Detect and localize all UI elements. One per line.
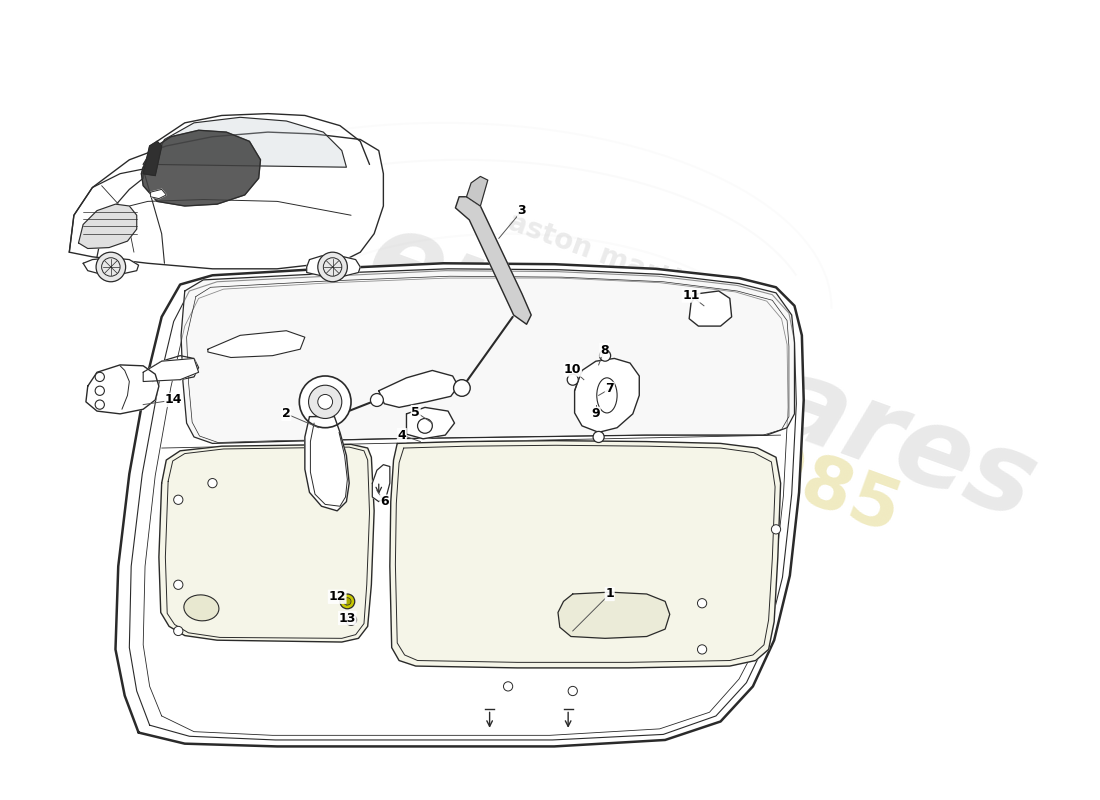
Circle shape [453,380,470,396]
Text: 10: 10 [564,363,582,376]
Polygon shape [158,444,374,642]
Text: 1985: 1985 [697,416,910,550]
Polygon shape [153,118,346,167]
Circle shape [340,594,354,609]
Circle shape [771,525,781,534]
Text: 8: 8 [600,344,608,357]
Text: 3: 3 [518,204,526,217]
Ellipse shape [184,595,219,621]
Circle shape [593,431,604,442]
Circle shape [96,252,125,282]
Polygon shape [84,258,139,274]
Polygon shape [455,197,531,324]
Polygon shape [78,204,136,249]
Text: 4: 4 [397,429,406,442]
Circle shape [96,372,104,382]
Polygon shape [141,130,261,206]
Circle shape [299,376,351,428]
Circle shape [96,386,104,395]
Circle shape [318,252,348,282]
Circle shape [318,394,332,410]
Circle shape [568,686,578,696]
Polygon shape [305,417,349,511]
Polygon shape [143,142,162,175]
Circle shape [697,598,706,608]
Text: 5: 5 [411,406,420,418]
Polygon shape [466,177,487,206]
Polygon shape [372,465,389,502]
Circle shape [343,598,351,605]
Circle shape [600,350,610,362]
Text: 1: 1 [605,587,614,601]
Circle shape [96,400,104,410]
Circle shape [174,495,183,504]
Polygon shape [407,407,454,438]
Text: 6: 6 [379,495,388,508]
Text: 9: 9 [592,407,601,420]
Text: eurospares: eurospares [354,202,1050,542]
Circle shape [174,580,183,590]
Text: 7: 7 [605,382,614,395]
Text: aston martin parts: aston martin parts [504,207,789,334]
Text: 14: 14 [165,394,183,406]
Polygon shape [182,269,794,443]
Polygon shape [116,263,804,746]
Circle shape [208,478,217,488]
Circle shape [371,394,384,406]
Circle shape [418,418,432,434]
Polygon shape [389,441,781,668]
Circle shape [568,374,579,386]
Circle shape [328,478,338,488]
Polygon shape [378,370,459,407]
Polygon shape [690,291,732,326]
Polygon shape [86,365,158,414]
Circle shape [504,682,513,691]
Polygon shape [69,132,384,269]
Circle shape [174,626,183,635]
Text: 12: 12 [329,590,345,603]
Text: 11: 11 [682,289,700,302]
Polygon shape [307,256,361,276]
Text: 13: 13 [339,611,356,625]
Polygon shape [208,330,305,358]
Circle shape [697,645,706,654]
Circle shape [309,386,342,418]
Circle shape [345,614,356,626]
Polygon shape [143,358,199,382]
Polygon shape [558,592,670,638]
Text: 2: 2 [282,407,290,420]
Polygon shape [574,358,639,432]
Polygon shape [151,190,166,198]
